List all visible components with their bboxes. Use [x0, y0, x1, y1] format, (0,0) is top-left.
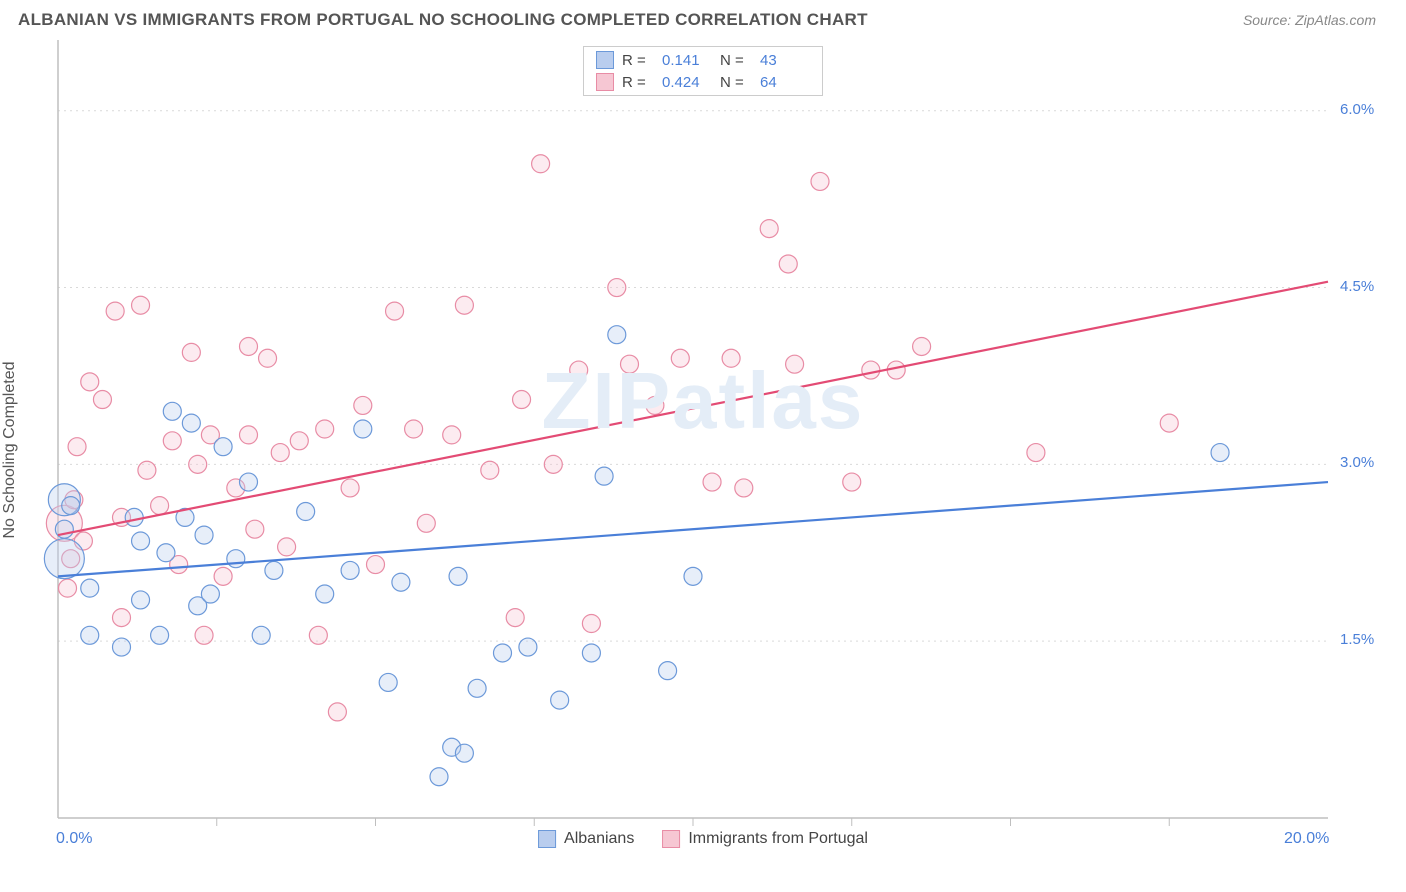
n-value-portugal: 64	[760, 74, 810, 91]
y-axis-label: No Schooling Completed	[1, 362, 19, 539]
legend-item-albanians: Albanians	[538, 830, 634, 848]
chart-header: ALBANIAN VS IMMIGRANTS FROM PORTUGAL NO …	[0, 0, 1406, 36]
x-axis-origin-label: 0.0%	[56, 830, 92, 848]
legend-swatch	[662, 830, 680, 848]
n-value-albanians: 43	[760, 52, 810, 69]
legend-label: Albanians	[564, 830, 634, 848]
legend-stats: R = 0.141 N = 43 R = 0.424 N = 64	[583, 46, 823, 96]
legend-label: Immigrants from Portugal	[688, 830, 868, 848]
legend-swatch-portugal	[596, 73, 614, 91]
legend-swatch	[538, 830, 556, 848]
chart-source: Source: ZipAtlas.com	[1243, 12, 1376, 28]
legend-item-portugal: Immigrants from Portugal	[662, 830, 868, 848]
r-label: R =	[622, 74, 654, 91]
y-tick-label: 3.0%	[1340, 454, 1374, 471]
legend-swatch-albanians	[596, 51, 614, 69]
y-tick-label: 1.5%	[1340, 631, 1374, 648]
n-label: N =	[720, 74, 752, 91]
n-label: N =	[720, 52, 752, 69]
legend-stats-row-1: R = 0.424 N = 64	[584, 71, 822, 93]
chart-area: No Schooling Completed ZIPatlas R = 0.14…	[18, 40, 1388, 860]
y-tick-label: 4.5%	[1340, 278, 1374, 295]
r-value-portugal: 0.424	[662, 74, 712, 91]
r-label: R =	[622, 52, 654, 69]
legend-stats-row-0: R = 0.141 N = 43	[584, 49, 822, 71]
y-tick-label: 6.0%	[1340, 101, 1374, 118]
legend-series: Albanians Immigrants from Portugal	[538, 830, 868, 848]
x-axis-max-label: 20.0%	[1284, 830, 1329, 848]
scatter-chart	[18, 40, 1388, 860]
r-value-albanians: 0.141	[662, 52, 712, 69]
chart-title: ALBANIAN VS IMMIGRANTS FROM PORTUGAL NO …	[18, 10, 868, 30]
